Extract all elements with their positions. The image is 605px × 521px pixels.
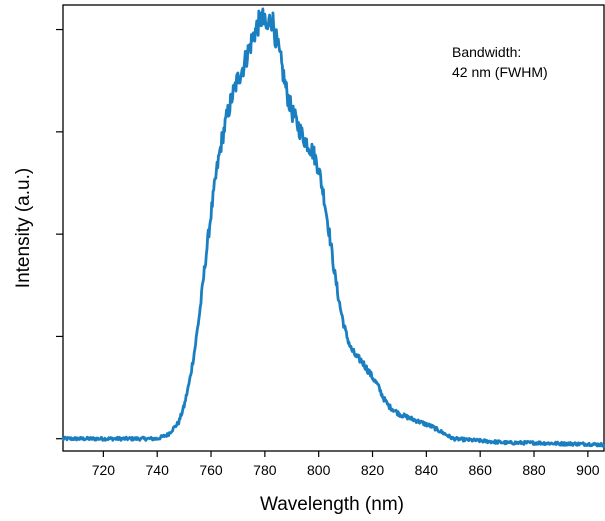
x-tick-label-780: 780 xyxy=(253,462,277,478)
x-tick-label-860: 860 xyxy=(469,462,493,478)
x-tick-label-800: 800 xyxy=(307,462,331,478)
x-axis-ticks xyxy=(102,451,589,457)
x-tick-label-820: 820 xyxy=(361,462,385,478)
y-axis-title: Intensity (a.u.) xyxy=(13,168,34,288)
x-tick-label-840: 840 xyxy=(415,462,439,478)
y-axis-ticks xyxy=(56,28,63,440)
x-tick-label-720: 720 xyxy=(92,462,116,478)
annotation-bandwidth-label: Bandwidth: xyxy=(452,44,521,60)
x-tick-label-760: 760 xyxy=(199,462,223,478)
plot-frame xyxy=(62,4,605,452)
x-tick-label-900: 900 xyxy=(576,462,600,478)
annotation-bandwidth-value: 42 nm (FWHM) xyxy=(452,64,548,80)
x-axis-tick-labels: 720 740 760 780 800 820 840 860 880 900 xyxy=(92,462,600,478)
x-tick-label-740: 740 xyxy=(146,462,170,478)
x-tick-label-880: 880 xyxy=(522,462,546,478)
x-axis-title: Wavelength (nm) xyxy=(260,494,404,515)
spectrum-line xyxy=(61,7,605,448)
